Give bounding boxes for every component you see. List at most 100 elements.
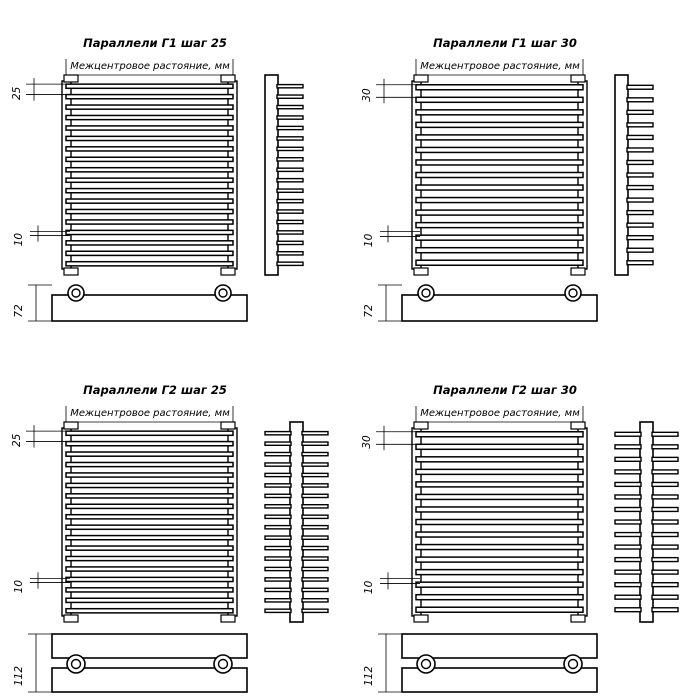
side-tube-stub-left bbox=[264, 556, 292, 561]
tube bbox=[415, 431, 584, 438]
side-tube-stub-right bbox=[276, 198, 304, 204]
bottom-view bbox=[51, 633, 248, 693]
tube bbox=[415, 481, 584, 488]
side-tube-stub-right bbox=[626, 134, 654, 141]
side-manifold bbox=[264, 74, 279, 276]
side-tube-stub-right bbox=[626, 247, 654, 253]
side-tube-stub-left bbox=[264, 535, 292, 540]
side-tube-stub-left bbox=[264, 608, 292, 614]
side-tube-stub-left bbox=[264, 598, 292, 603]
tube bbox=[415, 221, 584, 229]
front-view bbox=[61, 421, 238, 623]
side-tube-stub-right bbox=[626, 84, 654, 90]
side-manifold bbox=[614, 74, 629, 276]
bottom-bar bbox=[51, 294, 248, 322]
side-tube-stub-left bbox=[264, 472, 292, 478]
side-tube-stub-right bbox=[276, 83, 304, 89]
panel-g1-step25: Параллели Г1 шаг 25 Межцентровое растояни… bbox=[11, 36, 304, 322]
side-tube-stub-right bbox=[651, 494, 679, 500]
panel-g2-step30: Параллели Г2 шаг 30 Межцентровое растояни… bbox=[361, 383, 679, 693]
front-view bbox=[61, 74, 238, 276]
tube bbox=[65, 114, 234, 121]
panel-title: Параллели Г1 шаг 25 bbox=[83, 36, 227, 50]
bottom-tab-left bbox=[63, 267, 79, 276]
pitch-label: 25 bbox=[11, 433, 23, 447]
depth-label: 72 bbox=[363, 304, 375, 318]
tube bbox=[415, 234, 584, 241]
tube bbox=[415, 196, 584, 204]
top-tab-left bbox=[413, 74, 429, 83]
side-tube-stub-right bbox=[301, 472, 329, 478]
side-tube-stub-left bbox=[264, 514, 292, 520]
front-view bbox=[411, 74, 588, 276]
side-manifold bbox=[639, 421, 654, 623]
bottom-bar bbox=[401, 294, 598, 322]
tube bbox=[415, 259, 584, 266]
depth-label: 112 bbox=[13, 666, 25, 686]
side-tube-stub-left bbox=[264, 483, 292, 488]
top-tab-left bbox=[413, 421, 429, 430]
side-tube-stub-right bbox=[626, 235, 654, 241]
tube bbox=[415, 543, 584, 551]
side-tube-stub-right bbox=[276, 157, 304, 162]
side-view bbox=[264, 74, 304, 276]
bottom-tab-right bbox=[570, 267, 586, 276]
tube bbox=[65, 250, 234, 257]
tube bbox=[65, 566, 234, 572]
tube bbox=[65, 587, 234, 593]
side-tube-stub-left bbox=[264, 441, 292, 446]
side-tube-stub-right bbox=[301, 598, 329, 603]
panel-title: Параллели Г1 шаг 30 bbox=[433, 36, 577, 50]
side-tube-stub-right bbox=[276, 125, 304, 131]
panel-title: Параллели Г2 шаг 25 bbox=[83, 383, 227, 397]
bottom-tab-left bbox=[63, 614, 79, 623]
side-tube-stub-left bbox=[264, 462, 292, 467]
side-tube-stub-right bbox=[276, 177, 304, 183]
tube bbox=[65, 482, 234, 489]
tube bbox=[65, 260, 234, 267]
panel-subtitle: Межцентровое растояние, мм bbox=[70, 61, 230, 72]
side-tube-stub-right bbox=[651, 582, 679, 588]
side-tube-stub-right bbox=[276, 209, 304, 214]
side-tube-stub-left bbox=[264, 504, 292, 509]
tube bbox=[65, 146, 234, 152]
tube-height-label: 10 bbox=[363, 580, 375, 594]
tube bbox=[65, 166, 234, 173]
depth-label: 72 bbox=[13, 304, 25, 318]
side-tube-stub-left bbox=[264, 451, 292, 457]
side-tube-stub-left bbox=[614, 456, 642, 462]
panel-g2-step25: Параллели Г2 шаг 25 Межцентровое растояни… bbox=[11, 383, 329, 693]
side-tube-stub-right bbox=[626, 122, 654, 128]
side-tube-stub-right bbox=[301, 556, 329, 561]
tube bbox=[415, 518, 584, 526]
tube bbox=[415, 184, 584, 191]
panel-subtitle: Межцентровое растояние, мм bbox=[70, 408, 230, 419]
side-tube-stub-right bbox=[301, 524, 329, 530]
tube-height-label: 10 bbox=[13, 233, 25, 247]
side-tube-stub-right bbox=[651, 431, 679, 437]
tube bbox=[415, 209, 584, 216]
side-tube-stub-left bbox=[614, 569, 642, 575]
side-tube-stub-right bbox=[651, 594, 679, 600]
side-tube-stub-right bbox=[651, 481, 679, 488]
side-tube-stub-right bbox=[651, 469, 679, 475]
side-tube-stub-right bbox=[301, 566, 329, 572]
tube bbox=[65, 461, 234, 468]
bottom-tab-right bbox=[570, 614, 586, 623]
side-tube-stub-left bbox=[264, 577, 292, 582]
side-tube-stub-right bbox=[301, 483, 329, 488]
side-tube-stub-left bbox=[264, 587, 292, 593]
tube bbox=[65, 219, 234, 225]
side-tube-stub-right bbox=[301, 441, 329, 446]
tube bbox=[65, 440, 234, 447]
side-tube-stub-right bbox=[301, 514, 329, 520]
side-tube-stub-right bbox=[651, 607, 679, 613]
tube bbox=[415, 171, 584, 179]
top-tab-right bbox=[220, 421, 236, 430]
bottom-tab-left bbox=[413, 267, 429, 276]
side-tube-stub-right bbox=[651, 444, 679, 450]
tube bbox=[65, 430, 234, 437]
tube bbox=[65, 545, 234, 551]
